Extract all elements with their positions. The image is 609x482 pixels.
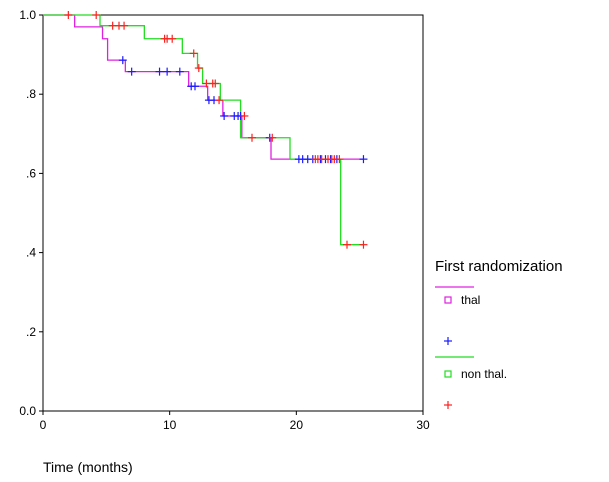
legend-entry-3 [444,401,452,409]
series-1-censor-mark [92,11,101,19]
series-group [43,14,364,246]
censor-marks-group [64,11,368,249]
legend-entry-2: non thal. [435,356,507,381]
plot-area [42,14,424,412]
series-1-line [43,14,364,246]
series-0-censor-mark [127,67,136,76]
y-axis: 0.0 .2 .4 .6 .8 1.0 [19,8,43,418]
x-tick-label: 0 [40,418,47,432]
series-1-censor-mark [215,96,224,105]
y-tick-label: 0.0 [19,404,36,418]
series-0-censor-mark [118,56,127,65]
series-1-censor-mark [194,64,203,73]
x-tick-label: 20 [290,418,304,432]
series-0-censor-mark [163,67,172,76]
legend-square-marker [444,370,452,378]
series-0-censor-mark [359,155,368,164]
y-tick-label: .2 [26,325,36,339]
legend-title: First randomization [435,258,563,275]
x-axis: 0 10 20 30 [40,411,430,432]
legend-plus-marker [444,401,452,409]
series-0-censor-mark [175,67,184,76]
y-tick-label: 1.0 [19,8,36,22]
legend-plus-marker [444,337,452,345]
legend-square-marker [444,296,452,304]
y-tick-label: .6 [26,166,36,180]
series-1-censor-mark [240,111,249,120]
series-1-censor-mark [189,49,198,58]
x-tick-label: 10 [163,418,177,432]
series-1-censor-mark [359,240,368,249]
series-0-line [43,14,364,160]
plot-frame [42,14,424,412]
series-1-censor-mark [248,133,256,142]
series-1-censor-mark [343,240,351,249]
series-0-censor-mark [191,82,199,91]
legend-label: thal [461,293,480,307]
legend-entry-0: thal [435,286,480,307]
legend-entries: thal non thal. [435,286,507,409]
x-tick-label: 30 [416,418,430,432]
series-1-censor-mark [211,79,220,88]
legend-label: non thal. [461,367,507,381]
series-0-censor-mark [220,111,229,120]
series-0-censor-mark [155,67,164,76]
series-1-censor-mark [168,34,177,43]
series-1-censor-mark [64,11,73,19]
series-1-censor-mark [335,155,344,164]
x-axis-title: Time (months) [43,459,133,475]
y-tick-label: .8 [26,87,36,101]
series-1-censor-mark [268,133,277,142]
legend: First randomization thal non thal. [435,258,563,409]
series-1-censor-mark [120,21,129,30]
legend-entry-1 [444,337,452,345]
y-tick-label: .4 [26,246,36,260]
